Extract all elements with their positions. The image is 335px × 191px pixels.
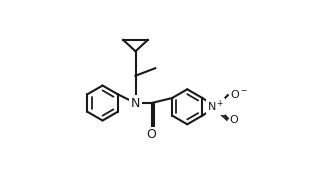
Text: N$^+$: N$^+$ xyxy=(207,99,224,114)
Text: O: O xyxy=(147,128,156,141)
Text: N: N xyxy=(131,96,140,109)
Text: O$^-$: O$^-$ xyxy=(230,88,248,100)
Text: O: O xyxy=(230,115,239,125)
